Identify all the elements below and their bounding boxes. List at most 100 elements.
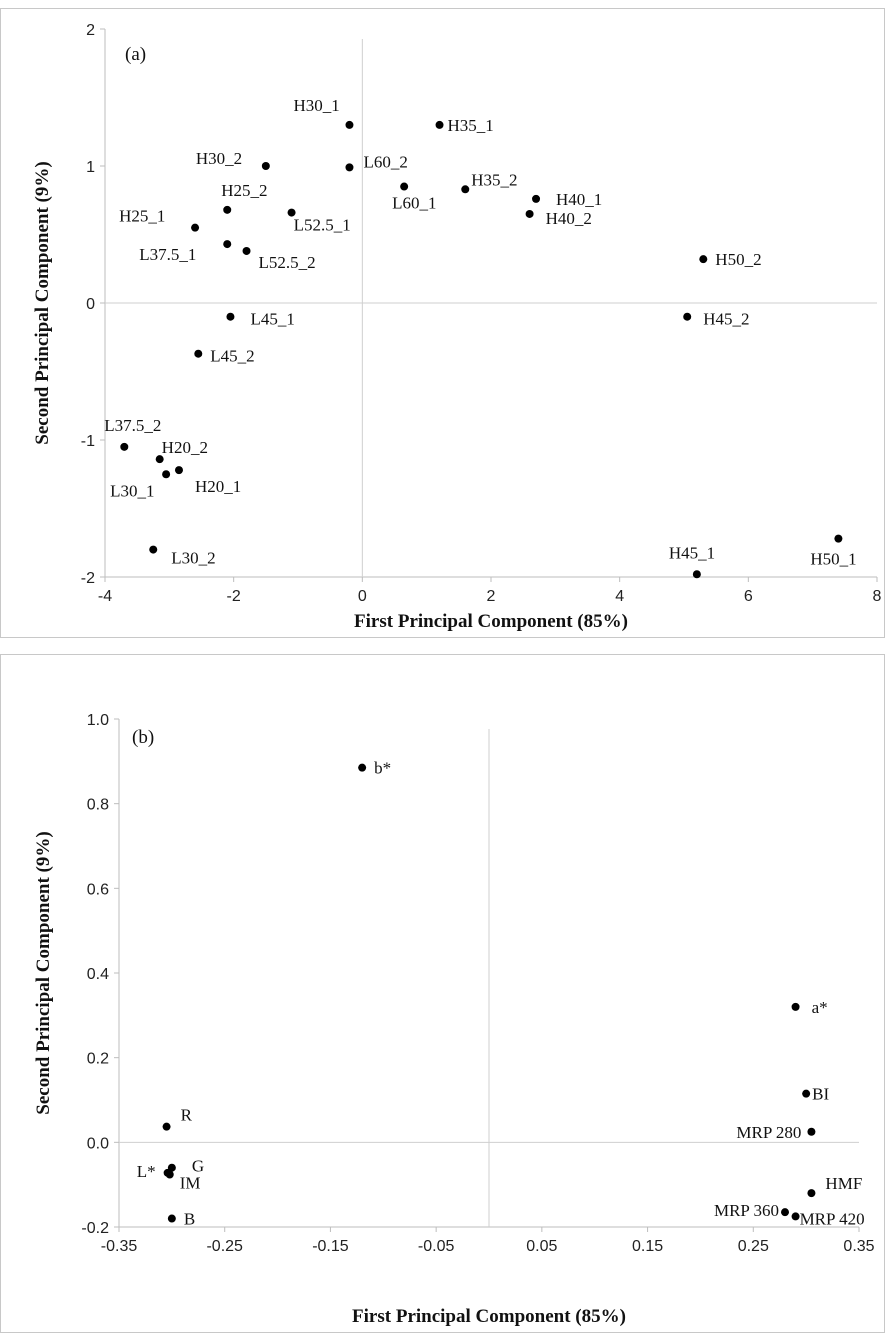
data-point-label: L37.5_2 <box>104 416 161 435</box>
data-point-label: L* <box>137 1162 156 1181</box>
data-point <box>781 1208 789 1217</box>
data-point <box>242 246 251 255</box>
y-axis-title: Second Principal Component (9%) <box>33 831 54 1114</box>
data-point <box>461 185 470 194</box>
data-point-label: B <box>184 1210 195 1229</box>
data-point-label: a* <box>812 998 828 1017</box>
data-point <box>167 1214 176 1223</box>
data-point <box>287 208 296 217</box>
data-point <box>532 194 541 203</box>
data-point-label: HMF <box>825 1174 862 1193</box>
data-point <box>358 763 367 772</box>
data-point <box>435 120 444 129</box>
x-tick-label: 0.35 <box>843 1238 874 1255</box>
data-point <box>191 223 200 232</box>
scatter-plot-b: -0.35 -0.25 -0.15 -0.05 0.05 0.15 0.25 0.35 -0.2… <box>33 712 875 1327</box>
data-point-label: L52.5_1 <box>294 216 351 235</box>
y-tick-label: 0.0 <box>87 1135 109 1152</box>
data-point-label: L60_1 <box>392 194 436 213</box>
y-tick-label: 1.0 <box>87 712 109 729</box>
data-point <box>791 1002 800 1011</box>
x-tick-label: 0 <box>358 588 367 605</box>
x-axis-title: First Principal Component (85%) <box>354 611 628 632</box>
data-point <box>162 470 171 479</box>
y-tick-label: 0.8 <box>87 797 109 814</box>
data-point-label: BI <box>812 1085 829 1104</box>
data-point <box>699 255 708 264</box>
y-tick-label: 0.6 <box>87 881 109 898</box>
y-tick-label: 1 <box>86 159 95 176</box>
panel-tag: (b) <box>132 727 154 748</box>
x-axis-title: First Principal Component (85%) <box>352 1306 626 1327</box>
data-point-label: L30_1 <box>110 481 154 500</box>
x-tick-label: 8 <box>873 588 882 605</box>
x-tick-label: 0.05 <box>526 1238 557 1255</box>
data-point-label: L37.5_1 <box>139 245 196 264</box>
data-point <box>223 205 232 214</box>
data-point <box>155 455 164 464</box>
x-tick-label: 4 <box>615 588 624 605</box>
chart-panel-a: -4 -2 0 2 4 6 8 -2 -1 0 1 2 (a) First Principal Compo… <box>0 8 885 638</box>
data-point-label: H30_1 <box>293 96 339 115</box>
data-point <box>802 1089 811 1098</box>
data-point <box>692 570 701 579</box>
data-point <box>345 120 354 129</box>
data-point <box>174 466 183 475</box>
data-point <box>807 1127 816 1136</box>
y-axis-title: Second Principal Component (9%) <box>32 161 53 444</box>
y-tick-label: 0 <box>86 296 95 313</box>
data-point-label: H35_2 <box>471 170 517 189</box>
x-tick-label: 0.25 <box>738 1238 769 1255</box>
data-point-label: IM <box>180 1174 201 1193</box>
data-point-label: b* <box>374 759 391 778</box>
data-point-label: H35_1 <box>448 116 494 135</box>
data-point-label: H20_2 <box>162 438 208 457</box>
data-point-label: H45_2 <box>703 310 749 329</box>
x-tick-label: 0.15 <box>632 1238 663 1255</box>
data-point-label: H25_1 <box>119 207 165 226</box>
data-point-label: L60_2 <box>363 152 407 171</box>
data-point <box>194 349 203 358</box>
data-point <box>165 1170 174 1179</box>
y-tick-label: 0.2 <box>87 1051 109 1068</box>
x-tick-label: 6 <box>744 588 753 605</box>
data-point-label: MRP 280 <box>736 1123 801 1142</box>
panel-tag: (a) <box>125 44 146 65</box>
x-tick-label: 2 <box>487 588 496 605</box>
data-point-label: H30_2 <box>196 149 242 168</box>
data-point-label: L45_1 <box>250 310 294 329</box>
data-point-label: H50_2 <box>715 250 761 269</box>
data-point-label: H40_2 <box>546 209 592 228</box>
data-point <box>223 240 232 249</box>
y-tick-label: 0.4 <box>87 966 109 983</box>
y-tick-label: -1 <box>81 433 95 450</box>
y-tick-label: -2 <box>81 570 95 587</box>
data-point-label: G <box>192 1157 204 1176</box>
data-point-label: R <box>181 1106 193 1125</box>
chart-panel-b: -0.35 -0.25 -0.15 -0.05 0.05 0.15 0.25 0.35 -0.2… <box>0 654 885 1333</box>
data-point-label: H20_1 <box>195 477 241 496</box>
data-point-label: L30_2 <box>171 549 215 568</box>
data-point-label: H40_1 <box>556 190 602 209</box>
data-point-label: MRP 420 <box>800 1209 865 1228</box>
x-tick-label: -4 <box>98 588 112 605</box>
data-point <box>162 1122 171 1131</box>
data-point <box>226 312 235 321</box>
y-tick-label: 2 <box>86 22 95 39</box>
data-point-label: H50_1 <box>810 550 856 569</box>
data-point <box>791 1212 800 1221</box>
x-tick-label: -0.05 <box>418 1238 455 1255</box>
data-point <box>400 182 409 191</box>
data-point <box>149 545 158 554</box>
data-point <box>120 442 129 451</box>
data-point <box>525 209 534 218</box>
x-tick-label: -0.25 <box>206 1238 243 1255</box>
data-point-label: MRP 360 <box>714 1201 779 1220</box>
data-point <box>807 1189 816 1198</box>
data-point-label: L52.5_2 <box>259 253 316 272</box>
data-point-label: H45_1 <box>669 543 715 562</box>
x-tick-label: -2 <box>227 588 241 605</box>
data-point-label: H25_2 <box>221 181 267 200</box>
data-point-label: L45_2 <box>210 347 254 366</box>
